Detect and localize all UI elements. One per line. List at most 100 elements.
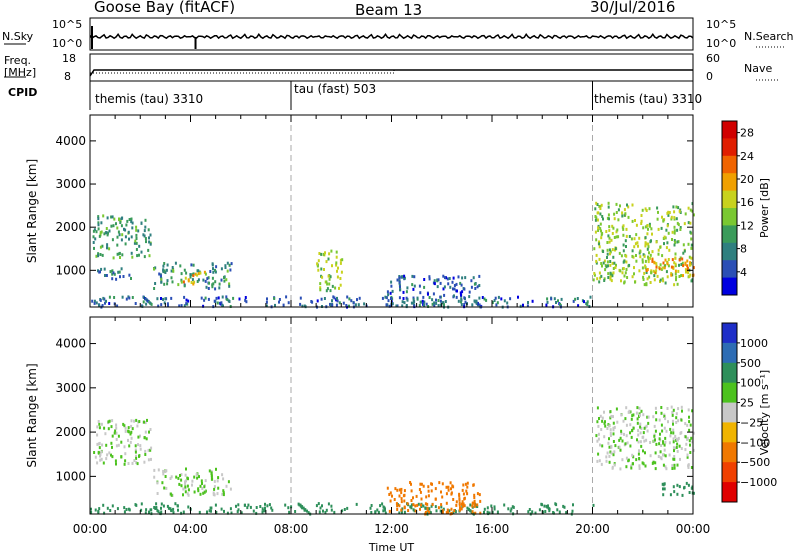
power-colorbar-swatch — [722, 225, 737, 244]
power-cell — [677, 206, 680, 210]
power-cell — [335, 250, 338, 254]
power-cell — [331, 264, 333, 268]
power-cell — [130, 235, 133, 239]
power-cell — [154, 266, 157, 270]
velocity-cell — [687, 408, 690, 412]
power-cell — [120, 217, 123, 220]
velocity-cell — [445, 501, 448, 505]
power-cell — [328, 282, 331, 286]
velocity-cell — [393, 498, 396, 501]
velocity-cell — [601, 416, 604, 420]
velocity-cell — [123, 445, 126, 449]
velocity-cell — [639, 440, 642, 444]
velocity-cell — [317, 502, 320, 506]
power-cell — [625, 268, 628, 271]
power-cell — [97, 215, 100, 219]
nsky-tick-top: 10^5 — [52, 18, 83, 31]
velocity-cell — [611, 465, 614, 469]
velocity-cell — [673, 490, 676, 494]
power-cell — [131, 255, 134, 259]
velocity-cell — [150, 446, 153, 450]
power-cell — [215, 265, 218, 269]
power-cell — [396, 278, 399, 282]
velocity-cell — [671, 419, 674, 423]
power-cell — [621, 214, 624, 218]
power-cell — [631, 254, 634, 258]
velocity-cell — [540, 502, 543, 506]
power-cell — [607, 234, 610, 238]
velocity-cell — [671, 413, 674, 417]
velocity-cell — [677, 407, 680, 411]
power-cell — [491, 301, 494, 304]
power-cell — [439, 303, 442, 307]
power-cell — [130, 277, 132, 280]
power-cell — [594, 218, 597, 222]
power-cell — [625, 227, 628, 231]
power-cell — [180, 272, 183, 276]
velocity-cell — [630, 466, 633, 470]
power-cell — [399, 285, 401, 289]
power-cell — [647, 242, 650, 246]
velocity-cell — [676, 442, 679, 446]
x-tick-label: 12:00 — [374, 522, 409, 536]
velocity-cell — [685, 481, 688, 485]
power-cell — [352, 301, 355, 305]
power-cell — [123, 227, 125, 231]
power-cell — [388, 304, 391, 308]
velocity-cell — [156, 509, 159, 513]
velocity-cell — [237, 508, 240, 512]
velocity-cell — [455, 503, 458, 507]
velocity-cell — [128, 444, 131, 448]
power-cell — [150, 302, 153, 306]
velocity-cell — [145, 508, 148, 512]
velocity-cell — [640, 427, 643, 430]
power-cell — [442, 274, 445, 278]
power-cell — [679, 228, 682, 231]
velocity-cell — [511, 505, 514, 509]
velocity-cell — [691, 485, 694, 489]
velocity-cell — [155, 502, 158, 506]
power-cell — [117, 230, 120, 234]
power-cell — [599, 276, 602, 280]
power-cell — [435, 301, 438, 305]
velocity-cell — [688, 439, 691, 443]
velocity-cell — [180, 484, 183, 488]
power-cells — [91, 201, 695, 309]
power-cell — [673, 283, 676, 287]
power-cell — [609, 271, 612, 275]
power-cell — [423, 278, 426, 281]
power-colorbar-swatch — [722, 121, 737, 139]
velocity-cell — [298, 503, 301, 507]
velocity-cell — [144, 421, 147, 425]
velocity-cell — [654, 461, 657, 465]
velocity-cell — [486, 510, 489, 514]
velocity-cell — [103, 511, 106, 515]
velocity-cell — [635, 458, 638, 462]
power-cell — [204, 272, 207, 276]
power-cell — [202, 278, 205, 282]
power-cell — [663, 235, 666, 239]
power-cell — [278, 298, 281, 301]
power-cell — [613, 217, 616, 221]
power-cell — [439, 295, 442, 299]
power-cell — [130, 251, 133, 255]
power-cell — [232, 296, 235, 300]
power-cell — [460, 297, 463, 301]
power-cell — [606, 260, 609, 264]
velocity-cell — [689, 443, 691, 447]
power-cell — [642, 278, 645, 281]
power-cell — [673, 243, 676, 247]
power-cell — [224, 264, 227, 268]
power-colorbar-title: Power [dB] — [758, 178, 771, 238]
power-cell — [119, 275, 121, 279]
power-cell — [685, 270, 687, 274]
power-cell — [646, 268, 649, 271]
velocity-cell — [673, 457, 676, 461]
power-cell — [683, 249, 686, 253]
power-cell — [646, 247, 649, 251]
power-cell — [470, 279, 473, 283]
power-cell — [94, 237, 97, 241]
velocity-cell — [686, 436, 689, 440]
velocity-cell — [668, 441, 671, 445]
velocity-cell — [395, 502, 398, 506]
